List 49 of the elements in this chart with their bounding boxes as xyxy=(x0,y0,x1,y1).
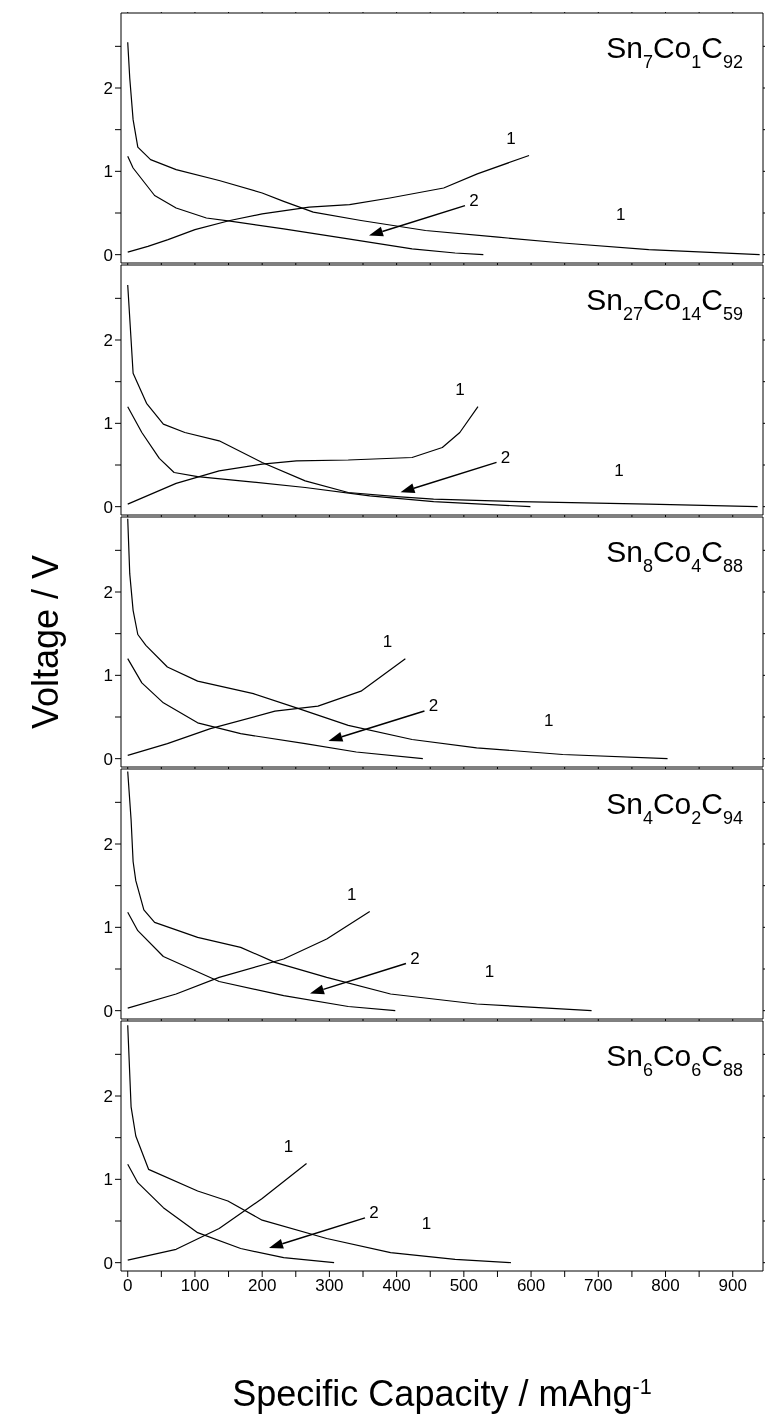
x-tick-label: 200 xyxy=(247,1276,277,1296)
series-label: 1 xyxy=(421,1213,432,1233)
y-tick-label: 0 xyxy=(103,497,113,517)
series-label: 1 xyxy=(506,128,516,148)
y-tick-label: 0 xyxy=(103,1001,113,1021)
annotation: 2 xyxy=(428,696,439,716)
text: Sn$_{6}$Co$_{6}$C$_{88}$ xyxy=(606,1039,743,1080)
x-tick-label: 600 xyxy=(516,1276,546,1296)
x-tick-label: 700 xyxy=(584,1276,613,1296)
y-tick-label: 2 xyxy=(103,835,113,855)
line-series xyxy=(127,284,759,508)
y-tick-label: 1 xyxy=(103,1170,113,1190)
series-label: 1 xyxy=(614,461,624,481)
series-label: 1 xyxy=(615,204,626,224)
series-label: 1 xyxy=(347,884,357,904)
y-tick-label: 2 xyxy=(103,1087,113,1107)
series-label: 1 xyxy=(484,962,495,982)
y-tick-label: 1 xyxy=(103,162,113,182)
y-tick-label: 2 xyxy=(103,331,113,351)
x-tick-label: 900 xyxy=(718,1276,747,1296)
y-tick-label: 0 xyxy=(103,749,113,769)
y-tick-label: 2 xyxy=(103,583,113,603)
text: Sn$_{7}$Co$_{1}$C$_{92}$ xyxy=(606,31,743,72)
series-label: 1 xyxy=(544,710,554,730)
series-label: 1 xyxy=(382,632,393,652)
text: Sn$_{8}$Co$_{4}$C$_{88}$ xyxy=(606,535,743,576)
x-tick-label: 100 xyxy=(180,1276,210,1296)
x-tick-label: 300 xyxy=(315,1276,344,1296)
annotation: 2 xyxy=(500,447,511,467)
series-label: 1 xyxy=(455,380,465,400)
x-tick-label: 0 xyxy=(122,1276,133,1296)
y-tick-label: 1 xyxy=(103,918,113,938)
x-tick-label: 800 xyxy=(651,1276,680,1296)
x-tick-label: 500 xyxy=(449,1276,479,1296)
y-tick-label: 2 xyxy=(103,79,113,99)
annotation: 2 xyxy=(410,949,420,969)
annotation: 2 xyxy=(369,1203,379,1223)
y-tick-label: 1 xyxy=(103,666,113,686)
series-label: 1 xyxy=(283,1136,294,1156)
text: Sn$_{27}$Co$_{14}$C$_{59}$ xyxy=(586,283,743,324)
text: Sn$_{4}$Co$_{2}$C$_{94}$ xyxy=(606,787,743,828)
line-series xyxy=(127,1163,335,1264)
annotation: 2 xyxy=(469,191,479,211)
y-tick-label: 0 xyxy=(103,1253,113,1273)
y-tick-label: 0 xyxy=(103,245,113,265)
y-axis-title: Voltage / V xyxy=(24,554,66,730)
x-axis-title: Specific Capacity / mAhg$^{-1}$ xyxy=(232,1373,652,1414)
y-tick-label: 1 xyxy=(103,414,113,434)
x-tick-label: 400 xyxy=(382,1276,411,1296)
